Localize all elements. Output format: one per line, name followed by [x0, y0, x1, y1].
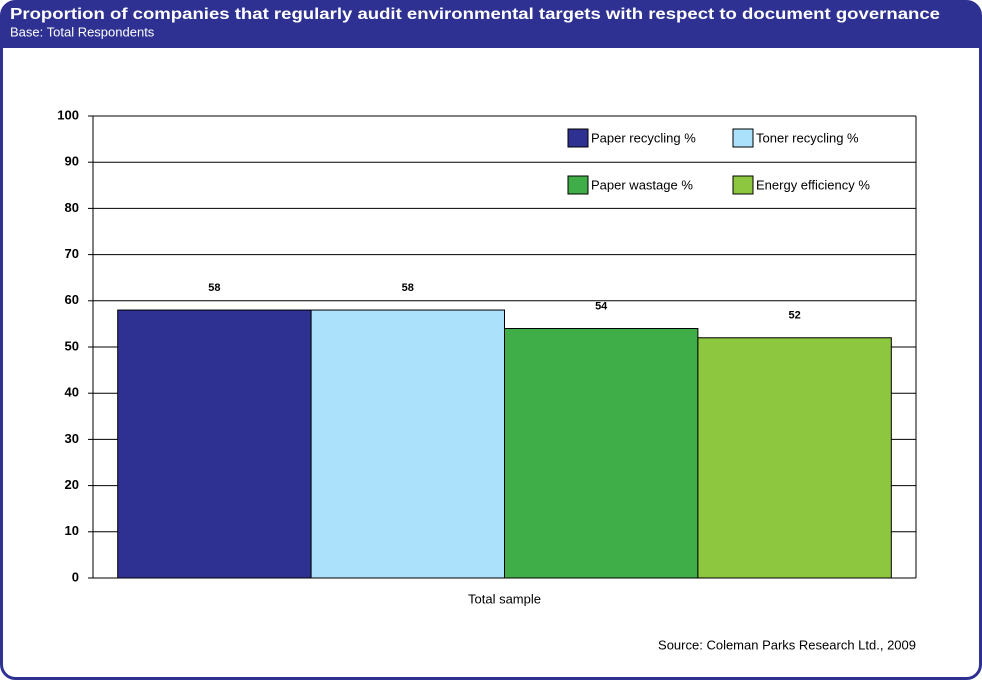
bar	[697, 337, 892, 579]
y-tick-label: 90	[65, 154, 79, 169]
y-tick-label: 0	[72, 569, 79, 584]
y-tick-label: 20	[65, 477, 79, 492]
data-label: 58	[402, 282, 414, 294]
x-tick-label: Total sample	[468, 591, 541, 606]
legend-swatch	[732, 128, 754, 148]
y-tick-label: 100	[57, 107, 79, 122]
header-band	[1, 1, 981, 48]
y-tick-label: 50	[65, 338, 79, 353]
legend-label: Toner recycling %	[756, 130, 859, 145]
bar	[504, 328, 699, 579]
y-tick-label: 40	[65, 385, 79, 400]
chart-subtitle: Base: Total Respondents	[10, 24, 155, 39]
legend-label: Paper recycling %	[591, 130, 696, 145]
legend-label: Paper wastage %	[591, 177, 693, 192]
legend-swatch	[567, 128, 589, 148]
legend-swatch	[732, 175, 754, 195]
data-label: 58	[208, 282, 220, 294]
data-label: 54	[595, 300, 608, 312]
y-tick-label: 30	[65, 431, 79, 446]
bar	[117, 309, 312, 579]
source: Source: Coleman Parks Research Ltd., 200…	[658, 637, 916, 652]
y-tick-label: 70	[65, 246, 79, 261]
legend-label: Energy efficiency %	[756, 177, 870, 192]
chart-title: Proportion of companies that regularly a…	[10, 6, 940, 23]
legend-swatch	[567, 175, 589, 195]
data-label: 52	[788, 310, 800, 322]
bar	[310, 309, 505, 579]
y-tick-label: 80	[65, 200, 79, 215]
y-tick-label: 60	[65, 292, 79, 307]
y-tick-label: 10	[65, 523, 79, 538]
